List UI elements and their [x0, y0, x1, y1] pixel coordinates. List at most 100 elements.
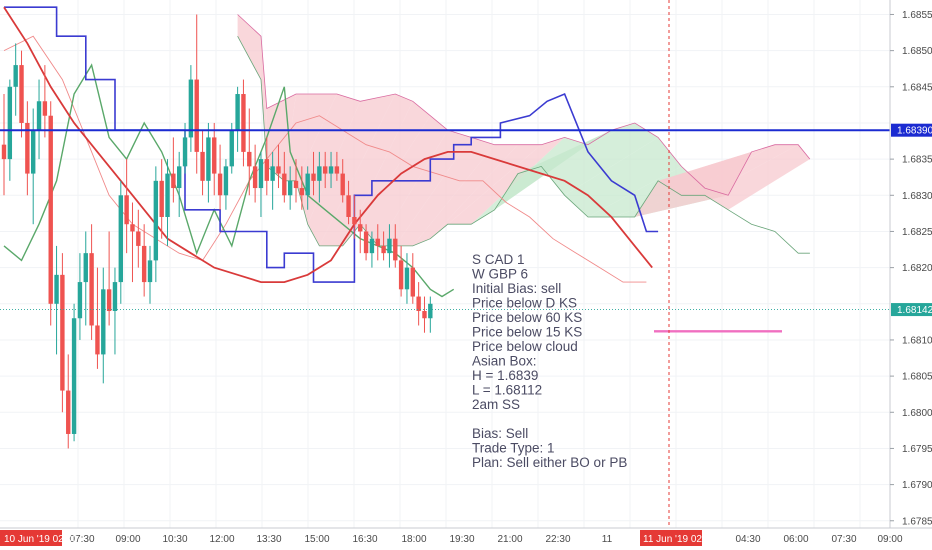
candle-body	[101, 289, 106, 355]
candle-body	[217, 173, 223, 196]
price-tick-label: 1.68550	[902, 10, 932, 21]
note-line: H = 1.6839	[472, 368, 538, 383]
candle-body	[7, 86, 13, 160]
candle-body	[363, 231, 369, 254]
start-time-tag-label: 10 Jun '19 02:00	[4, 534, 78, 545]
cloud-segment	[260, 36, 267, 167]
candle-body	[416, 296, 421, 312]
candle-body	[422, 311, 427, 319]
price-tick-label: 1.67950	[902, 444, 932, 455]
cloud-segment	[447, 137, 565, 225]
candle-body	[36, 101, 42, 131]
note-line: S CAD 1	[472, 252, 525, 267]
candle-body	[229, 130, 234, 167]
candle-body	[323, 166, 328, 174]
cloud-segment	[541, 122, 659, 196]
candle-body	[95, 325, 100, 355]
candle-body	[235, 94, 240, 131]
candle-body	[136, 231, 141, 246]
note-line: Price below 60 KS	[472, 310, 582, 325]
note-line: Price below cloud	[472, 339, 578, 354]
note-line: W GBP 6	[472, 267, 528, 282]
candle-body	[89, 253, 94, 326]
candle-body	[293, 180, 299, 189]
price-tick-label: 1.67900	[902, 480, 932, 491]
cursor-time-tag	[640, 530, 702, 546]
price-tick-label: 1.68300	[902, 191, 932, 202]
time-tick-label: 09:00	[115, 534, 140, 545]
note-line: Asian Box:	[472, 354, 537, 369]
candle-body	[428, 303, 433, 319]
cloud-segment	[307, 94, 396, 246]
candle-body	[177, 166, 182, 189]
candle-body	[106, 289, 112, 312]
candle-body	[264, 159, 269, 181]
time-tick-label: 18:00	[401, 534, 426, 545]
candle-body	[212, 137, 217, 174]
candle-body	[66, 390, 71, 434]
price-axis-background	[890, 0, 932, 550]
senkou-span-a	[237, 14, 811, 196]
candle-body	[31, 130, 36, 174]
candle-body	[317, 166, 322, 181]
note-line: Price below D KS	[472, 296, 577, 311]
candle-body	[171, 173, 176, 189]
candle-body	[124, 195, 129, 225]
candle-body	[48, 115, 53, 304]
candle-body	[282, 173, 287, 196]
time-axis[interactable]: 07:30 09:00 10:30 12:00 13:30 15:00 16:30 18:00…	[0, 527, 932, 550]
candle-body	[165, 173, 170, 217]
note-line: 2am SS	[472, 397, 520, 412]
candle-body	[1, 144, 7, 160]
lagging-span	[3, 63, 455, 298]
time-tick-label: 15:00	[304, 534, 329, 545]
time-tick-label: 12:00	[209, 534, 234, 545]
price-tick-label: 1.68450	[902, 82, 932, 93]
candle-body	[241, 94, 246, 152]
time-tick-label: 21:00	[497, 534, 522, 545]
note-line: Bias: Sell	[472, 426, 528, 441]
cloud-segment	[430, 144, 542, 239]
price-axis[interactable]: 1.68550 1.68500 1.68450 1.68350 1.68300 1.682…	[889, 0, 932, 550]
candle-body	[182, 137, 188, 167]
price-levels	[0, 0, 890, 528]
candle-body	[398, 260, 404, 290]
time-tick-label: 07:30	[831, 534, 856, 545]
candle-body	[200, 151, 205, 181]
slow-moving-average	[3, 6, 653, 283]
candle-body	[369, 238, 375, 254]
note-line: Plan: Sell either BO or PB	[472, 455, 627, 470]
price-tick-label: 1.68000	[902, 408, 932, 419]
candle-body	[13, 65, 18, 87]
candle-body	[19, 65, 24, 123]
candle-body	[247, 151, 252, 167]
time-tick-label: 13:30	[256, 534, 281, 545]
candle-body	[54, 274, 59, 304]
note-line: Price below 15 KS	[472, 325, 582, 340]
cloud-segment	[517, 122, 635, 174]
asian-high-tag-label: 1.68390	[897, 126, 932, 137]
candle-body	[410, 267, 415, 297]
candle-body	[194, 79, 199, 152]
candle-body	[276, 166, 281, 174]
time-tick-label: 10:30	[162, 534, 187, 545]
candle-body	[381, 245, 386, 254]
cloud-segment	[681, 144, 799, 196]
candle-body	[393, 238, 398, 261]
candle-body	[60, 274, 65, 391]
candle-body	[25, 122, 30, 174]
time-tick-label: 19:30	[449, 534, 474, 545]
candle-body	[346, 195, 351, 217]
candle-body	[299, 188, 305, 196]
price-tick-label: 1.68050	[902, 372, 932, 383]
candle-body	[130, 224, 135, 232]
candle-body	[188, 79, 194, 138]
time-tick-label: 06:00	[783, 534, 808, 545]
cloud-segment	[704, 144, 810, 210]
price-tick-label: 1.68500	[902, 46, 932, 57]
price-tick-label: 1.67850	[902, 516, 932, 527]
